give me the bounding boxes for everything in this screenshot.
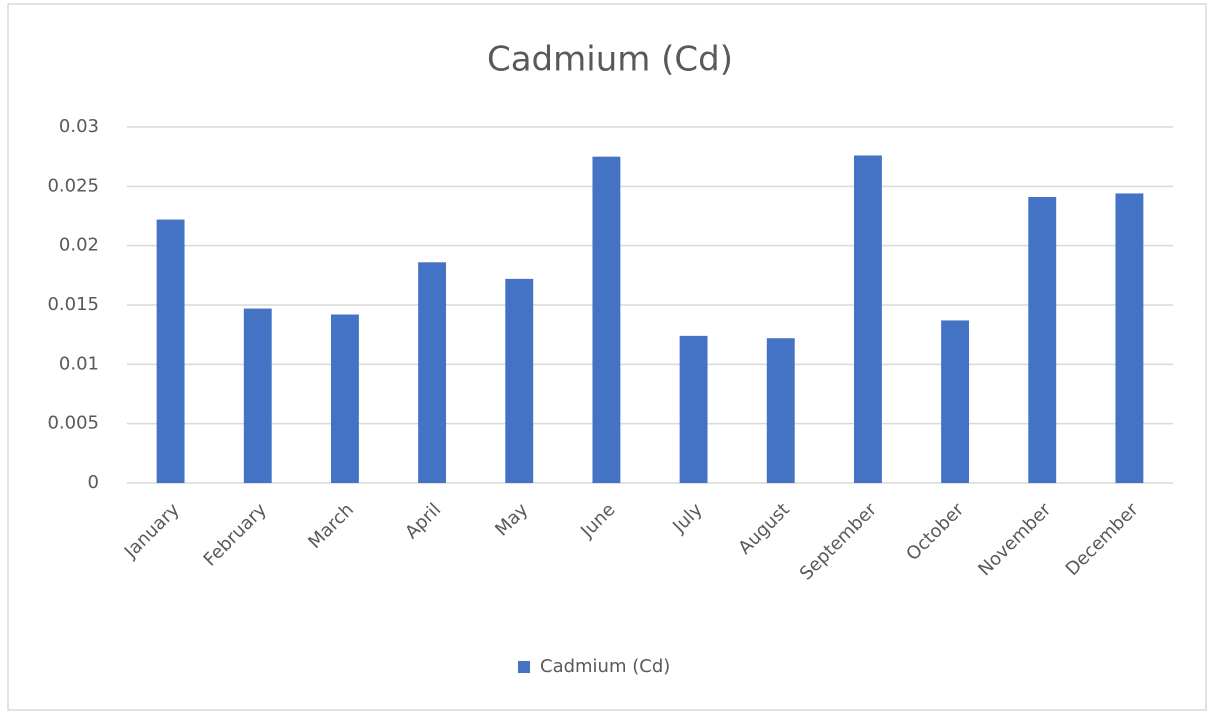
bar <box>853 155 882 484</box>
chart-title: Cadmium (Cd) <box>487 40 733 80</box>
bar <box>1115 193 1144 483</box>
bar <box>418 262 447 483</box>
y-tick-label: 0.01 <box>59 353 99 374</box>
y-tick-label: 0.005 <box>47 413 99 434</box>
bar <box>243 308 272 483</box>
bar <box>766 338 795 483</box>
bar <box>330 314 359 483</box>
y-tick-label: 0 <box>88 472 99 493</box>
bar <box>592 156 621 483</box>
bar <box>941 320 970 483</box>
bar <box>679 335 708 483</box>
y-tick-label: 0.02 <box>59 235 99 256</box>
bar <box>1028 197 1057 483</box>
y-tick-label: 0.03 <box>59 116 99 137</box>
bar <box>505 278 534 483</box>
y-tick-label: 0.025 <box>47 175 99 196</box>
legend-label: Cadmium (Cd) <box>540 656 670 677</box>
bar <box>156 219 185 483</box>
legend-swatch <box>518 661 530 673</box>
y-tick-label: 0.015 <box>47 294 99 315</box>
